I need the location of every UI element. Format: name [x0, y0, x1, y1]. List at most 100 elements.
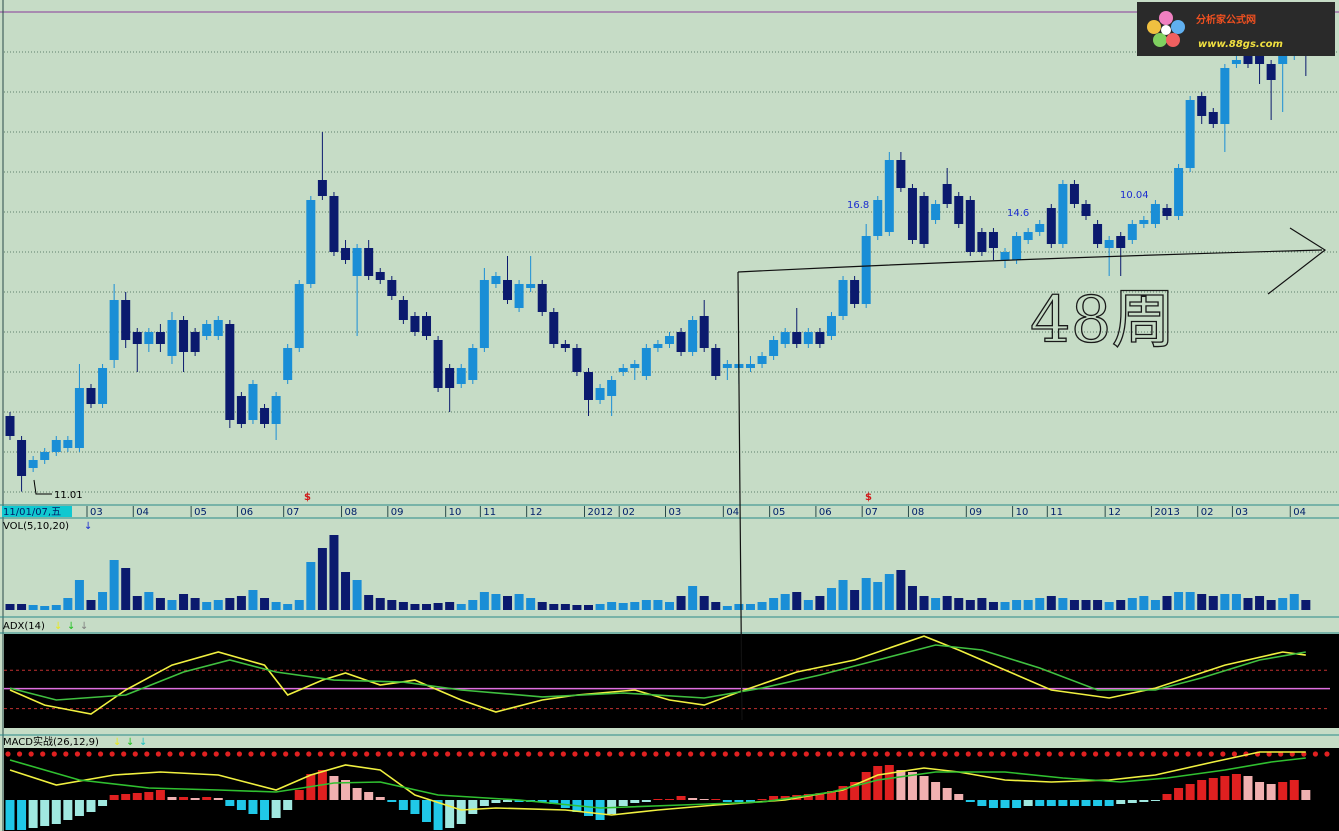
x-tick-label: 05 [773, 507, 786, 518]
candle-body [884, 160, 894, 232]
volume-bar [40, 606, 50, 610]
signal-dot [74, 751, 81, 757]
signal-dot [641, 751, 647, 757]
macd-bar [86, 800, 96, 812]
volume-bar [549, 604, 559, 610]
macd-bar [1035, 800, 1045, 806]
macd-bar [248, 800, 258, 814]
volume-bar [468, 600, 478, 610]
macd-bar [179, 797, 189, 800]
candle-body [896, 160, 906, 188]
volume-bar [1185, 592, 1195, 610]
logo-petal [1166, 33, 1180, 47]
volume-bar [988, 602, 998, 610]
panel-signal: ↓ [54, 621, 62, 632]
signal-dot [1081, 751, 1087, 757]
macd-bar [283, 800, 293, 810]
candle-body [479, 280, 489, 348]
candle-body [850, 280, 860, 304]
signal-dot [560, 751, 566, 757]
volume-bar [977, 598, 987, 610]
x-tick-label: 04 [726, 507, 739, 518]
candle-body [1116, 236, 1126, 248]
macd-bar [641, 800, 651, 802]
signal-dot [121, 751, 127, 757]
signal-dot [1058, 751, 1064, 757]
volume-bar [815, 596, 825, 610]
macd-bar [422, 800, 432, 822]
candle-body [398, 300, 408, 320]
signal-dot [838, 751, 844, 757]
candle-body [757, 356, 767, 364]
macd-bar [1081, 800, 1091, 806]
signal-dot [595, 751, 601, 757]
macd-bar [803, 794, 813, 800]
x-tick-label: 12 [530, 507, 543, 518]
volume-bar [792, 592, 802, 610]
signal-dot [144, 751, 150, 757]
indicator-line [9, 757, 1306, 809]
signal-dot [28, 751, 34, 757]
candle-body [317, 180, 327, 196]
volume-bar [931, 598, 941, 610]
candle-body [155, 332, 165, 344]
x-tick-label: 07 [865, 507, 878, 518]
candle-body [688, 320, 698, 352]
signal-dot [1046, 751, 1052, 757]
signal-dot [271, 751, 277, 757]
volume-bar [1104, 602, 1114, 610]
volume-bar [1081, 600, 1091, 610]
signal-dot [132, 751, 138, 757]
x-tick-label: 04 [1293, 507, 1306, 518]
signal-dot [1035, 751, 1041, 757]
candle-body [803, 332, 813, 344]
x-tick-label: 03 [1235, 507, 1248, 518]
volume-bar [479, 592, 489, 610]
macd-bar [398, 800, 408, 810]
handwriting: 48周 [1030, 284, 1175, 358]
signal-dot [954, 751, 960, 757]
panel-signal: ↓ [139, 737, 147, 748]
candle-body [28, 460, 38, 468]
x-tick-label: 10 [449, 507, 462, 518]
signal-dot [167, 751, 173, 757]
signal-dot [1116, 751, 1122, 757]
x-tick-label: 07 [287, 507, 300, 518]
macd-bar [1185, 784, 1195, 800]
candle-body [907, 188, 917, 240]
candle-body [190, 332, 200, 352]
volume-bar [248, 590, 258, 610]
hand-arrow [1267, 227, 1327, 295]
signal-dot [1150, 751, 1157, 757]
signal-mark: $ [304, 492, 311, 503]
candle-body [931, 204, 941, 220]
volume-bar [780, 594, 790, 610]
macd-bar [931, 782, 941, 800]
volume-bar [618, 603, 628, 610]
volume-bar [260, 598, 270, 610]
macd-bar [664, 799, 674, 800]
candle-body [514, 284, 524, 308]
signal-dot [664, 751, 671, 757]
volume-bar [861, 578, 871, 610]
candle-body [584, 372, 593, 400]
x-tick-label: 11 [483, 507, 496, 518]
macd-bar [977, 800, 987, 806]
volume-bar [514, 594, 524, 610]
candle-body [977, 232, 987, 252]
candle-body [179, 320, 189, 352]
volume-bar [491, 594, 501, 610]
signal-dot [757, 751, 763, 757]
volume-bar [144, 592, 154, 610]
adx-panel [4, 634, 1339, 728]
macd-bar [225, 800, 235, 806]
macd-bar [410, 800, 420, 814]
panel-signal: ↓ [113, 737, 121, 748]
candle-body [1127, 224, 1137, 240]
candle-body [664, 336, 674, 344]
volume-bar [190, 598, 200, 610]
candle-body [653, 344, 663, 348]
signal-dot [364, 751, 370, 757]
candle-body [560, 344, 570, 348]
volume-bar [51, 605, 61, 610]
